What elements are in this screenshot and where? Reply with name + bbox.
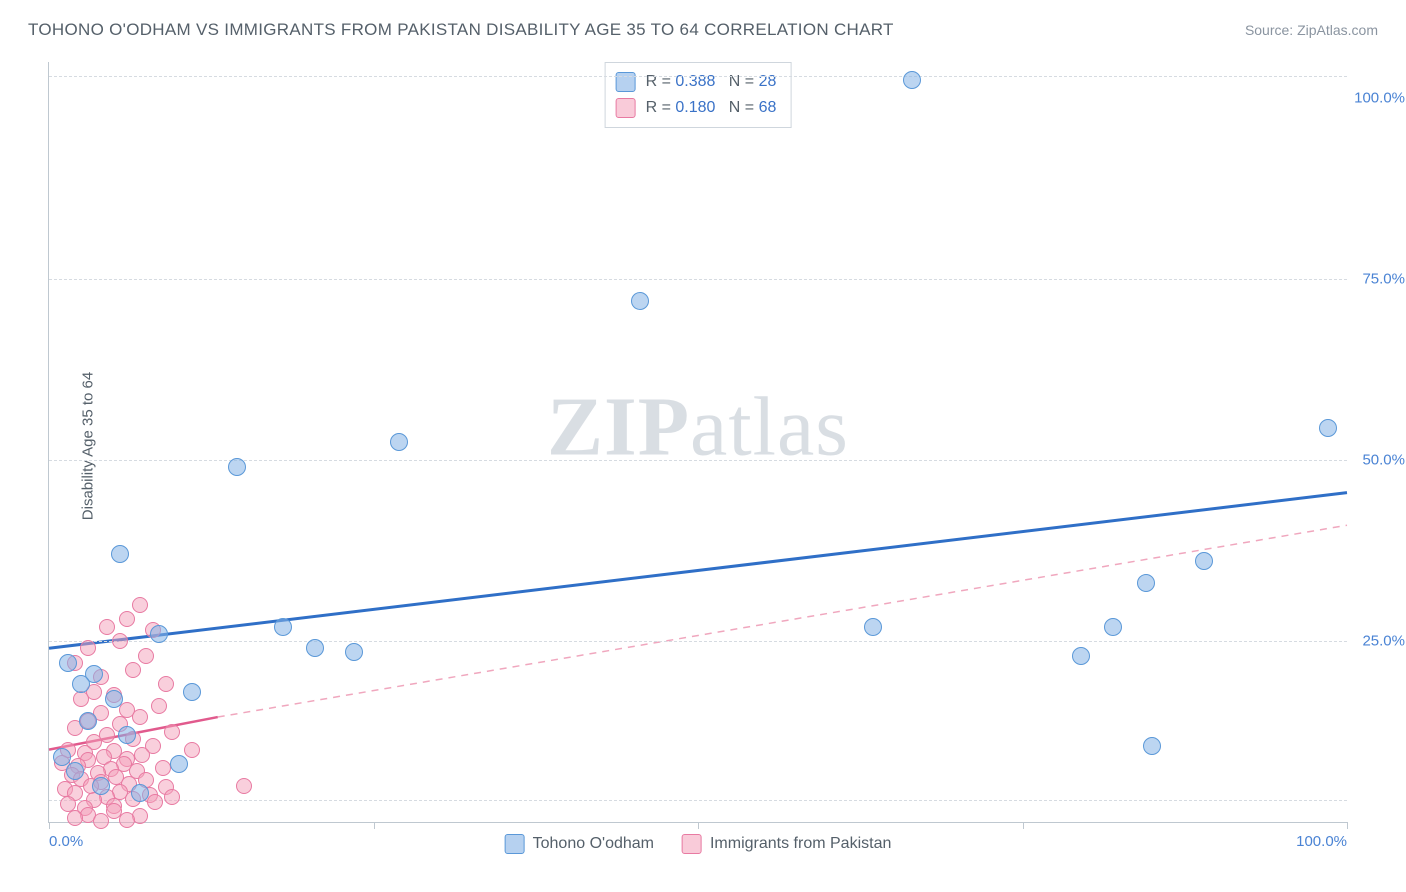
- data-point-pink: [67, 810, 83, 826]
- y-tick-label: 75.0%: [1362, 271, 1405, 288]
- trend-line: [49, 493, 1347, 649]
- x-tick: [374, 822, 375, 829]
- data-point-pink: [236, 778, 252, 794]
- data-point-pink: [80, 640, 96, 656]
- legend-item-blue: Tohono O'odham: [505, 834, 654, 854]
- data-point-blue: [72, 675, 90, 693]
- data-point-blue: [274, 618, 292, 636]
- data-point-blue: [1104, 618, 1122, 636]
- data-point-pink: [158, 676, 174, 692]
- series-legend: Tohono O'odham Immigrants from Pakistan: [505, 834, 892, 854]
- data-point-blue: [150, 625, 168, 643]
- data-point-blue: [228, 458, 246, 476]
- chart-title: TOHONO O'ODHAM VS IMMIGRANTS FROM PAKIST…: [28, 20, 894, 40]
- swatch-blue-icon: [505, 834, 525, 854]
- legend-row-pink: R = 0.180 N = 68: [616, 95, 777, 121]
- data-point-blue: [903, 71, 921, 89]
- data-point-pink: [112, 633, 128, 649]
- data-point-blue: [1319, 419, 1337, 437]
- data-point-pink: [93, 813, 109, 829]
- n-value-pink: 68: [759, 99, 777, 116]
- legend-row-blue: R = 0.388 N = 28: [616, 69, 777, 95]
- data-point-blue: [92, 777, 110, 795]
- data-point-blue: [111, 545, 129, 563]
- swatch-pink-icon: [682, 834, 702, 854]
- correlation-legend: R = 0.388 N = 28 R = 0.180 N = 68: [605, 62, 792, 128]
- data-point-pink: [138, 648, 154, 664]
- data-point-blue: [183, 683, 201, 701]
- data-point-pink: [164, 789, 180, 805]
- data-point-blue: [631, 292, 649, 310]
- data-point-blue: [59, 654, 77, 672]
- n-prefix: N =: [729, 99, 759, 116]
- data-point-pink: [125, 662, 141, 678]
- legend-label-pink: Immigrants from Pakistan: [710, 835, 891, 853]
- y-tick-label: 25.0%: [1362, 633, 1405, 650]
- r-value-pink: 0.180: [675, 99, 715, 116]
- data-point-blue: [53, 748, 71, 766]
- x-tick: [49, 822, 50, 829]
- data-point-blue: [131, 784, 149, 802]
- data-point-blue: [1143, 737, 1161, 755]
- data-point-pink: [132, 709, 148, 725]
- swatch-pink-icon: [616, 98, 636, 118]
- data-point-pink: [147, 794, 163, 810]
- data-point-pink: [155, 760, 171, 776]
- data-point-blue: [390, 433, 408, 451]
- data-point-blue: [864, 618, 882, 636]
- data-point-pink: [184, 742, 200, 758]
- gridline: [49, 641, 1347, 642]
- x-tick: [1023, 822, 1024, 829]
- data-point-pink: [151, 698, 167, 714]
- data-point-blue: [118, 726, 136, 744]
- data-point-blue: [1137, 574, 1155, 592]
- y-tick-label: 50.0%: [1362, 452, 1405, 469]
- data-point-pink: [99, 619, 115, 635]
- data-point-pink: [164, 724, 180, 740]
- gridline: [49, 279, 1347, 280]
- data-point-pink: [119, 611, 135, 627]
- data-point-blue: [345, 643, 363, 661]
- x-tick-label: 0.0%: [49, 833, 83, 850]
- legend-blue-text: R = 0.388 N = 28: [646, 69, 777, 95]
- x-tick-label: 100.0%: [1296, 833, 1347, 850]
- data-point-blue: [66, 762, 84, 780]
- legend-item-pink: Immigrants from Pakistan: [682, 834, 891, 854]
- y-tick-label: 100.0%: [1354, 90, 1405, 107]
- trend-lines: [49, 62, 1347, 822]
- scatter-plot: ZIPatlas R = 0.388 N = 28 R = 0.180 N = …: [48, 62, 1347, 823]
- data-point-blue: [79, 712, 97, 730]
- data-point-pink: [119, 812, 135, 828]
- gridline: [49, 76, 1347, 77]
- data-point-blue: [306, 639, 324, 657]
- data-point-blue: [1072, 647, 1090, 665]
- swatch-blue-icon: [616, 72, 636, 92]
- data-point-pink: [132, 597, 148, 613]
- x-tick: [698, 822, 699, 829]
- data-point-blue: [170, 755, 188, 773]
- gridline: [49, 800, 1347, 801]
- r-prefix: R =: [646, 99, 676, 116]
- x-tick: [1347, 822, 1348, 829]
- data-point-pink: [134, 747, 150, 763]
- legend-label-blue: Tohono O'odham: [533, 835, 654, 853]
- source-label: Source: ZipAtlas.com: [1245, 22, 1378, 38]
- data-point-blue: [105, 690, 123, 708]
- legend-pink-text: R = 0.180 N = 68: [646, 95, 777, 121]
- trend-line: [218, 525, 1347, 717]
- data-point-blue: [1195, 552, 1213, 570]
